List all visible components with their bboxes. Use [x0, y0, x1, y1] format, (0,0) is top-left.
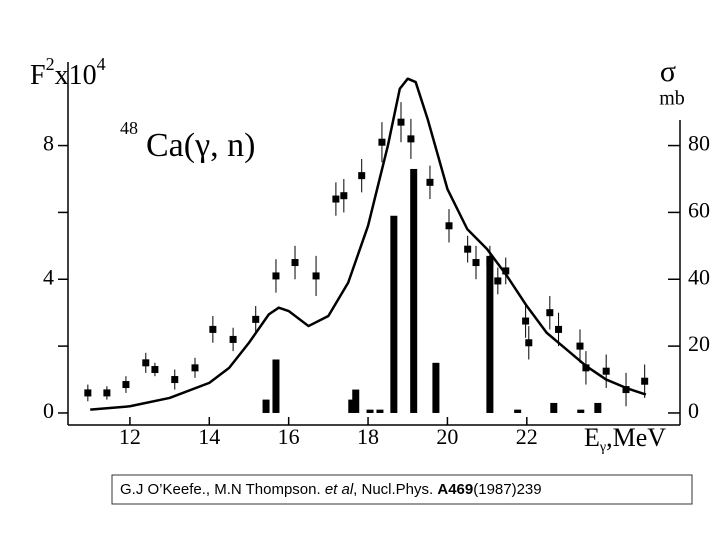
caption-part: (1987)239 — [473, 481, 541, 498]
caption-part: G.J O’Keefe., M.N Thompson. — [120, 481, 325, 498]
data-point — [340, 192, 348, 200]
data-point — [252, 315, 260, 323]
x-tick-label: 16 — [278, 424, 300, 449]
x-label-base: E — [584, 423, 600, 452]
x-tick-label: 14 — [198, 424, 220, 449]
y2-tick-label: 0 — [688, 398, 699, 423]
bar — [366, 409, 374, 413]
data-point — [464, 245, 472, 253]
annotation-mass: 48 — [120, 118, 138, 138]
data-point — [582, 364, 590, 372]
x-axis-label: Eγ,MeV — [584, 423, 666, 455]
data-point — [191, 364, 199, 372]
data-point — [472, 259, 480, 267]
bar — [348, 399, 356, 413]
data-point — [397, 118, 405, 126]
bar — [550, 402, 558, 413]
y-label-mult: x10 — [55, 60, 97, 91]
data-point — [502, 267, 510, 275]
caption-box — [111, 474, 693, 505]
caption-part: et al — [325, 481, 354, 498]
y-axis-label: F2x104 — [30, 54, 106, 91]
data-point — [291, 259, 299, 267]
data-point — [103, 389, 111, 397]
data-point — [358, 172, 366, 180]
bar — [390, 215, 398, 413]
bar — [376, 409, 384, 413]
y2-label-unit: mb — [659, 88, 685, 110]
data-point — [622, 386, 630, 394]
bar — [514, 409, 522, 413]
data-point — [84, 389, 92, 397]
data-point — [494, 277, 502, 285]
data-point — [332, 195, 340, 203]
y-label-base: F — [30, 60, 46, 91]
x-tick-label: 20 — [436, 424, 458, 449]
data-point — [407, 135, 415, 143]
data-point — [525, 339, 533, 347]
data-point — [122, 381, 130, 389]
bar — [410, 168, 418, 413]
data-point — [229, 335, 237, 343]
x-tick-label: 22 — [516, 424, 538, 449]
bar — [352, 389, 360, 413]
bar — [486, 255, 494, 413]
x-tick-label: 18 — [357, 424, 379, 449]
data-point — [546, 309, 554, 317]
y2-tick-label: 60 — [688, 197, 710, 222]
y2-tick-label: 20 — [688, 331, 710, 356]
bar — [272, 359, 280, 413]
data-point — [272, 272, 280, 280]
data-point — [641, 377, 649, 385]
y-tick-label: 0 — [43, 398, 54, 423]
y2-tick-label: 80 — [688, 131, 710, 156]
caption-part: A469 — [437, 481, 473, 498]
bar — [577, 409, 585, 413]
data-point — [445, 222, 453, 230]
data-point — [602, 367, 610, 375]
data-point — [555, 325, 563, 333]
bar — [432, 362, 440, 413]
x-label-unit: ,MeV — [606, 423, 666, 452]
data-point — [312, 272, 320, 280]
x-tick-label: 12 — [119, 424, 141, 449]
caption: G.J O’Keefe., M.N Thompson. et al, Nucl.… — [120, 481, 542, 498]
data-point — [209, 325, 217, 333]
caption-part: , Nucl.Phys. — [353, 481, 437, 498]
y-tick-label: 4 — [43, 264, 54, 289]
y-label-sup: 2 — [46, 54, 55, 74]
data-point — [171, 376, 179, 384]
x-label-sub: γ — [599, 440, 606, 455]
data-point — [486, 259, 494, 267]
data-point — [378, 138, 386, 146]
bar — [262, 399, 270, 413]
data-point — [576, 342, 584, 350]
data-point — [142, 359, 150, 367]
y-label-exp: 4 — [97, 54, 106, 74]
y2-tick-label: 40 — [688, 264, 710, 289]
annotation: Ca(γ, n) — [146, 127, 255, 164]
data-point — [151, 366, 159, 374]
data-point — [522, 317, 530, 325]
curve — [90, 77, 647, 411]
y2-label-symbol: σ — [660, 55, 676, 88]
bar — [594, 402, 602, 413]
data-point — [426, 178, 434, 186]
y-tick-label: 8 — [43, 131, 54, 156]
